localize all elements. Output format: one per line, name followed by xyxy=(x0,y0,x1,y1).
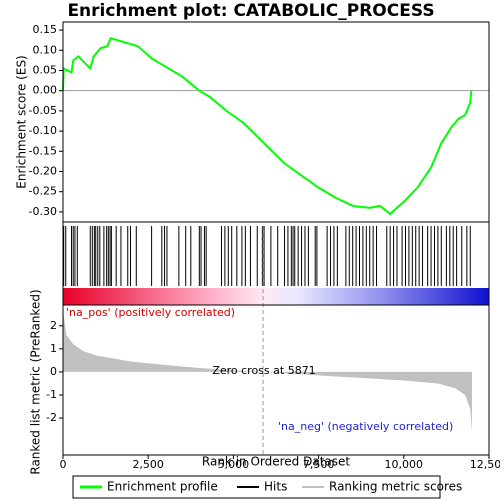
y-tick-label: -0.05 xyxy=(29,104,57,117)
y-tick-label: 0.05 xyxy=(33,63,58,76)
annotation: Zero cross at 5871 xyxy=(212,364,315,377)
annotation: 'na_neg' (negatively correlated) xyxy=(278,420,453,433)
x-tick-label: 2,500 xyxy=(132,458,164,471)
es-line xyxy=(62,36,473,216)
y-tick-label: 0 xyxy=(50,365,57,378)
y-tick-label: -0.20 xyxy=(29,164,57,177)
annotation: 'na_pos' (positively correlated) xyxy=(66,306,235,319)
y-tick-label: 0.00 xyxy=(33,84,58,97)
y-tick-label: -0.15 xyxy=(29,144,57,157)
legend-label: Ranking metric scores xyxy=(329,480,462,494)
y-tick-label: 1 xyxy=(50,342,57,355)
legend-label: Enrichment profile xyxy=(107,480,218,494)
y-axis-label: Ranked list metric (PreRanked) xyxy=(29,289,43,474)
y-tick-label: 0.10 xyxy=(33,43,58,56)
y-tick-label: -0.10 xyxy=(29,124,57,137)
y-tick-label: 2 xyxy=(50,319,57,332)
y-tick-label: -0.30 xyxy=(29,205,57,218)
chart-title: Enrichment plot: CATABOLIC_PROCESS xyxy=(67,1,434,21)
x-axis-label: Rank in Ordered Dataset xyxy=(202,455,350,469)
metric-area xyxy=(63,309,472,432)
y-axis-label: Enrichment score (ES) xyxy=(15,55,29,188)
plot-frame xyxy=(62,21,490,456)
y-tick-label: -2 xyxy=(46,411,57,424)
x-tick-label: 0 xyxy=(60,458,67,471)
y-tick-label: 0.15 xyxy=(33,23,58,36)
y-tick-label: -0.25 xyxy=(29,185,57,198)
legend-label: Hits xyxy=(264,480,287,494)
y-tick-label: -1 xyxy=(46,388,57,401)
color-bar xyxy=(63,288,489,305)
x-tick-label: 7,500 xyxy=(303,458,335,471)
x-tick-label: 5,000 xyxy=(218,458,250,471)
x-tick-label: 12,500 xyxy=(470,458,500,471)
x-tick-label: 10,000 xyxy=(385,458,424,471)
